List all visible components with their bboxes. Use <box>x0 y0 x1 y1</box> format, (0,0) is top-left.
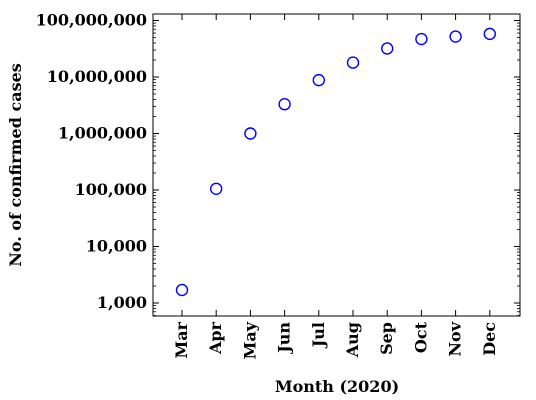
data-point <box>415 32 428 46</box>
x-tick-label: Oct <box>411 321 430 353</box>
y-tick-label: 1,000 <box>97 293 147 312</box>
x-axis-ticks: Mar Apr May Jun Jul Aug Sep Oct Nov Dec <box>172 14 499 359</box>
y-tick-label: 100,000 <box>75 180 147 199</box>
data-points <box>175 27 496 297</box>
x-axis-label: Month (2020) <box>275 377 399 396</box>
y-tick-label: 10,000 <box>86 237 147 256</box>
x-tick-label: Apr <box>206 321 225 355</box>
minor-ticks <box>153 22 520 316</box>
y-tick-label: 1,000,000 <box>58 124 147 143</box>
data-point <box>381 42 394 55</box>
data-point <box>346 56 360 69</box>
data-point <box>278 98 291 111</box>
x-tick-label: Jul <box>309 322 328 349</box>
data-point <box>244 127 257 140</box>
x-tick-label: May <box>240 321 259 359</box>
data-point <box>483 27 496 41</box>
x-tick-label: Dec <box>480 322 499 356</box>
plot-frame <box>152 13 521 317</box>
data-point <box>312 73 325 87</box>
x-tick-label: Aug <box>343 322 362 358</box>
x-tick-label: Nov <box>446 321 465 356</box>
y-axis-label: No. of confirmed cases <box>6 63 25 267</box>
x-tick-label: Jun <box>275 322 294 355</box>
x-tick-label: Sep <box>377 322 396 355</box>
y-tick-label: 100,000,000 <box>36 11 147 30</box>
data-point <box>449 30 462 43</box>
y-axis-ticks: 1,000 10,000 100,000 1,000,000 10,000,000 100… <box>36 11 520 312</box>
data-point <box>209 182 223 196</box>
data-point <box>175 283 189 297</box>
y-tick-label: 10,000,000 <box>47 67 147 86</box>
x-tick-label: Mar <box>172 321 191 358</box>
